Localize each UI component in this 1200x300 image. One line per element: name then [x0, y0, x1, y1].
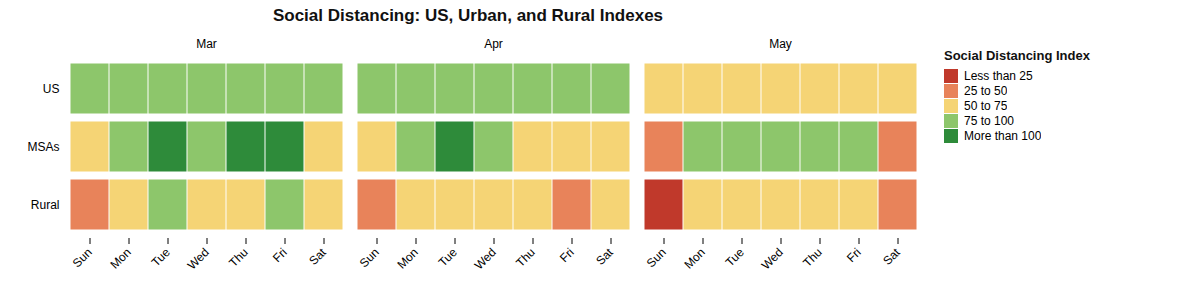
svg-text:Tue: Tue: [436, 245, 460, 269]
html-text:50 to 75: 50 to 75: [964, 99, 1008, 113]
svg-text:Mar: Mar: [196, 37, 217, 51]
svg-text:Mon: Mon: [107, 245, 133, 271]
svg-text:Mon: Mon: [394, 245, 420, 271]
svg-text:Tue: Tue: [723, 245, 747, 269]
svg-text:Wed: Wed: [759, 245, 786, 272]
html-text:Less than 25: Less than 25: [964, 69, 1033, 83]
svg-text:Thu: Thu: [800, 245, 825, 270]
svg-text:Sun: Sun: [357, 245, 382, 270]
svg-text:Sat: Sat: [880, 245, 903, 268]
svg-text:Mon: Mon: [681, 245, 707, 271]
svg-text:MSAs: MSAs: [27, 140, 59, 154]
svg-text:Fri: Fri: [557, 245, 577, 265]
html-text:25 to 50: 25 to 50: [964, 84, 1008, 98]
html-text:75 to 100: 75 to 100: [964, 114, 1014, 128]
svg-text:Rural: Rural: [31, 198, 60, 212]
svg-text:Wed: Wed: [472, 245, 499, 272]
html-text:More than 100: More than 100: [964, 129, 1042, 143]
svg-text:May: May: [769, 37, 792, 51]
svg-text:Fri: Fri: [844, 245, 864, 265]
svg-text:Sun: Sun: [70, 245, 95, 270]
svg-text:Thu: Thu: [226, 245, 251, 270]
svg-text:Wed: Wed: [185, 245, 212, 272]
svg-text:Apr: Apr: [484, 37, 503, 51]
svg-text:US: US: [43, 82, 60, 96]
html-text:Social Distancing: US, Urban,: Social Distancing: US, Urban, and Rural …: [272, 6, 664, 25]
svg-text:Tue: Tue: [149, 245, 173, 269]
svg-text:Thu: Thu: [513, 245, 538, 270]
svg-text:Sat: Sat: [593, 245, 616, 268]
svg-text:Fri: Fri: [270, 245, 290, 265]
html-text:Social Distancing Index: Social Distancing Index: [944, 48, 1090, 63]
svg-text:Sat: Sat: [306, 245, 329, 268]
svg-text:Sun: Sun: [644, 245, 669, 270]
